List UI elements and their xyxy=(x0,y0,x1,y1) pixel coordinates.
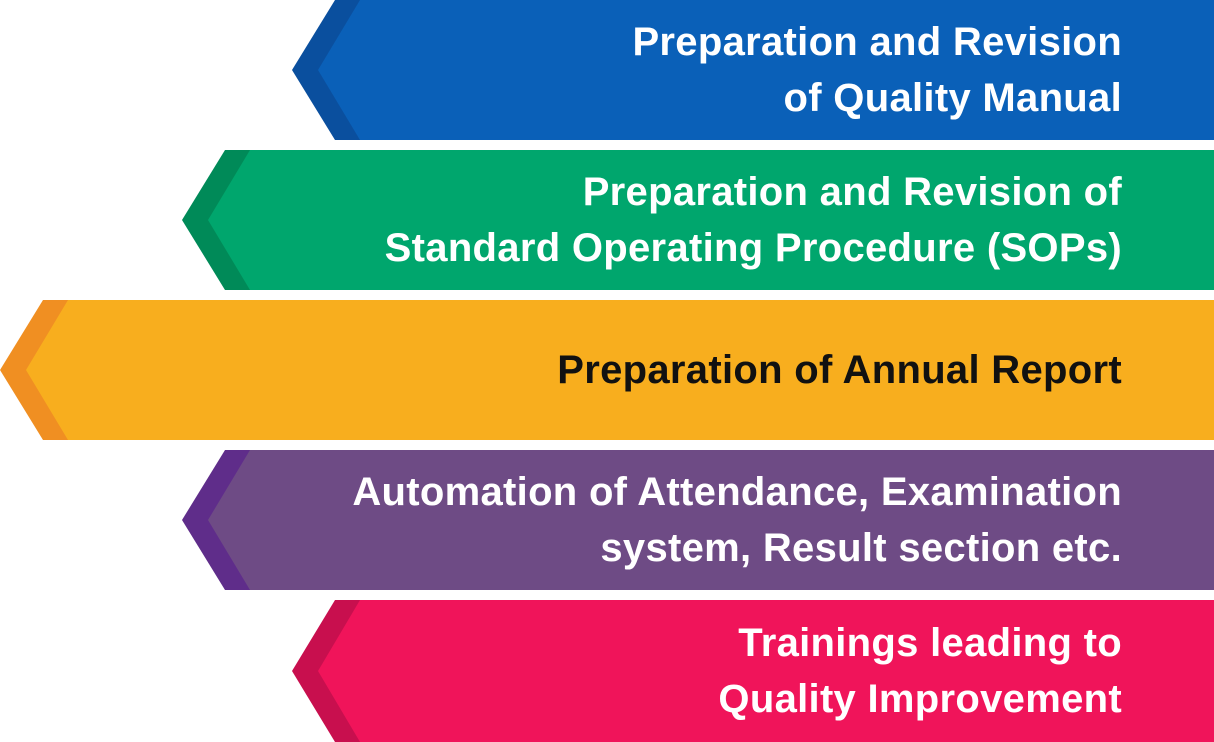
banner-line: Quality Improvement xyxy=(718,677,1122,721)
banner-line: Preparation and Revision of xyxy=(582,170,1122,214)
arrow-shape xyxy=(292,600,1214,742)
banner-body xyxy=(208,450,1214,590)
banner-line: Preparation and Revision xyxy=(632,20,1122,64)
banner-label: Automation of Attendance, Examination sy… xyxy=(352,450,1122,590)
banner-label: Trainings leading to Quality Improvement xyxy=(718,600,1122,742)
banner-label: Preparation of Annual Report xyxy=(557,300,1122,440)
banner-label: Preparation and Revision of Standard Ope… xyxy=(385,150,1122,290)
banner-line: system, Result section etc. xyxy=(600,526,1122,570)
banner-annual-report: Preparation of Annual Report xyxy=(0,300,1214,440)
banner-line: of Quality Manual xyxy=(783,76,1122,120)
banner-body xyxy=(208,150,1214,290)
banner-body xyxy=(26,300,1214,440)
banner-line: Preparation of Annual Report xyxy=(557,348,1122,392)
banner-line: Trainings leading to xyxy=(738,621,1122,665)
banner-body xyxy=(318,600,1214,742)
banner-sops: Preparation and Revision of Standard Ope… xyxy=(0,150,1214,290)
banner-label: Preparation and Revision of Quality Manu… xyxy=(632,0,1122,140)
arrow-shape xyxy=(182,150,1214,290)
arrow-shape xyxy=(0,300,1214,440)
banner-body xyxy=(318,0,1214,140)
arrow-shape xyxy=(182,450,1214,590)
banner-trainings: Trainings leading to Quality Improvement xyxy=(0,600,1214,742)
banner-automation: Automation of Attendance, Examination sy… xyxy=(0,450,1214,590)
banner-line: Automation of Attendance, Examination xyxy=(352,470,1122,514)
arrow-shape xyxy=(292,0,1214,140)
banner-line: Standard Operating Procedure (SOPs) xyxy=(384,226,1122,270)
banner-quality-manual: Preparation and Revision of Quality Manu… xyxy=(0,0,1214,140)
